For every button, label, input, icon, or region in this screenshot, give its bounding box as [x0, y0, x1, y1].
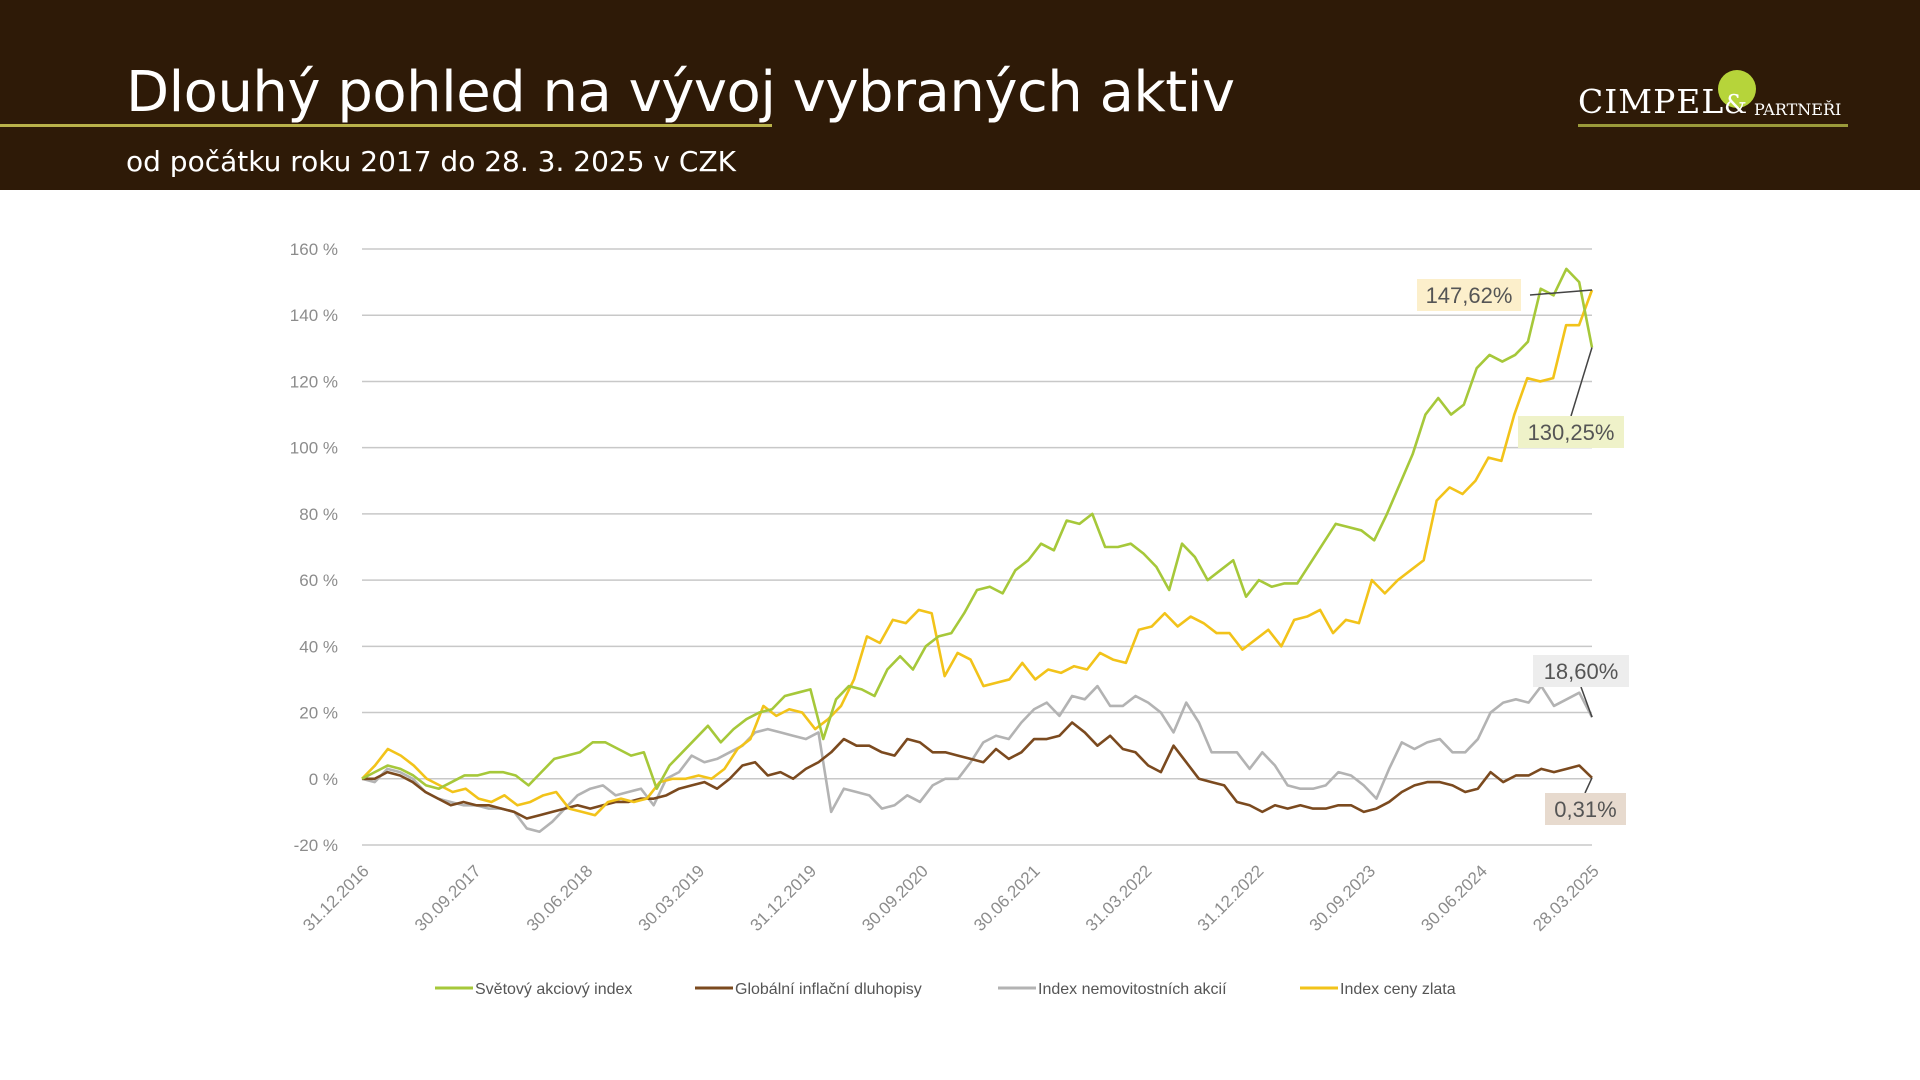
y-tick-label: 80 %	[299, 505, 338, 524]
y-tick-label: -20 %	[294, 836, 338, 855]
series-line-realestate	[361, 684, 1594, 834]
logo-partners: PARTNEŘI	[1754, 100, 1842, 119]
y-tick-label: 40 %	[299, 637, 338, 656]
page-subtitle: od počátku roku 2017 do 28. 3. 2025 v CZ…	[126, 145, 736, 178]
company-logo: CIMPEL & PARTNEŘI	[1578, 70, 1848, 132]
leader-line-gold	[1529, 289, 1593, 296]
x-tick-label: 30.03.2019	[635, 861, 709, 935]
series-line-gold	[361, 289, 1594, 817]
y-tick-label: 160 %	[290, 240, 338, 259]
x-tick-label: 28.03.2025	[1529, 861, 1603, 935]
x-tick-label: 31.12.2019	[746, 861, 820, 935]
x-tick-label: 31.12.2016	[299, 861, 373, 935]
logo-underline	[1578, 124, 1848, 127]
legend-label-realestate: Index nemovitostních akcií	[1038, 981, 1227, 998]
data-label-gold: 147,62%	[1426, 283, 1513, 308]
x-tick-label: 30.09.2023	[1306, 861, 1380, 935]
x-tick-label: 30.09.2020	[858, 861, 932, 935]
y-tick-label: 140 %	[290, 306, 338, 325]
leaf-logo-icon	[1718, 70, 1756, 108]
y-tick-label: 60 %	[299, 571, 338, 590]
data-label-box-world	[1518, 416, 1624, 448]
y-tick-label: 0 %	[309, 770, 338, 789]
x-tick-label: 30.09.2017	[411, 861, 485, 935]
title-underline	[0, 124, 772, 127]
legend-label-world: Světový akciový index	[475, 981, 632, 998]
legend-label-gold: Index ceny zlata	[1340, 981, 1456, 998]
data-label-box-bonds	[1545, 793, 1626, 825]
logo-name: CIMPEL	[1578, 82, 1725, 121]
x-tick-label: 30.06.2021	[970, 861, 1044, 935]
series-line-world	[361, 267, 1594, 791]
data-label-box-realestate	[1533, 655, 1629, 687]
logo-amp: &	[1724, 90, 1748, 120]
y-tick-label: 120 %	[290, 372, 338, 391]
leader-line-world	[1570, 347, 1593, 417]
data-label-world: 130,25%	[1528, 420, 1615, 445]
leader-line-realestate	[1580, 686, 1593, 718]
x-tick-label: 31.12.2022	[1194, 861, 1268, 935]
page-title: Dlouhý pohled na vývoj vybraných aktiv	[126, 60, 1235, 125]
series-line-bonds	[362, 721, 1593, 820]
leader-line-bonds	[1584, 777, 1593, 794]
header-banner: Dlouhý pohled na vývoj vybraných aktiv o…	[0, 0, 1920, 190]
data-label-realestate: 18,60%	[1544, 659, 1619, 684]
y-tick-label: 20 %	[299, 704, 338, 723]
legend-label-bonds: Globální inflační dluhopisy	[735, 981, 922, 998]
x-tick-label: 30.06.2018	[523, 861, 597, 935]
x-tick-label: 31.03.2022	[1082, 861, 1156, 935]
data-label-box-gold	[1417, 279, 1521, 311]
y-tick-label: 100 %	[290, 439, 338, 458]
data-label-bonds: 0,31%	[1554, 797, 1616, 822]
x-tick-label: 30.06.2024	[1417, 861, 1491, 935]
